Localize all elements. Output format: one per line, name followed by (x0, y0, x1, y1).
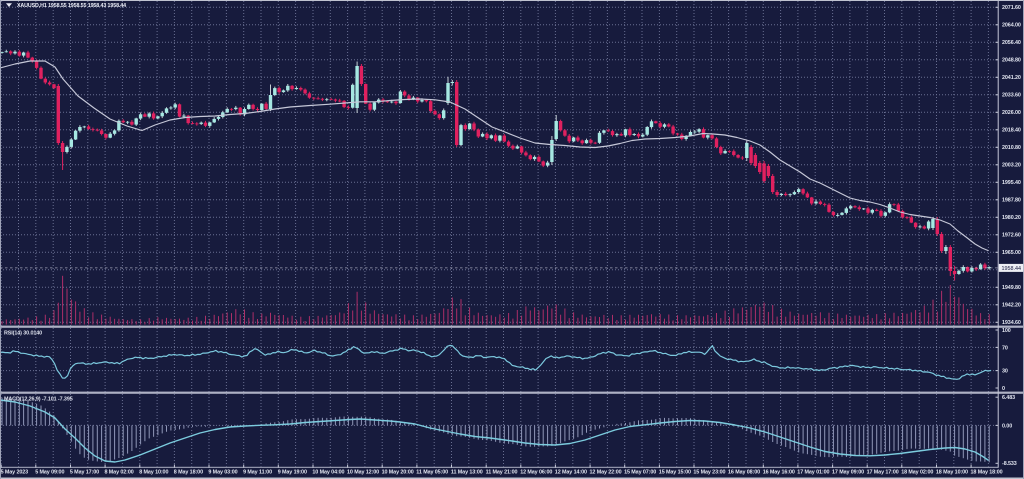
svg-text:16 May 16:00: 16 May 16:00 (763, 470, 795, 476)
svg-text:17 May 09:00: 17 May 09:00 (832, 470, 864, 476)
svg-text:16 May 08:00: 16 May 08:00 (728, 470, 760, 476)
svg-text:8 May 02:00: 8 May 02:00 (105, 470, 134, 476)
svg-text:XAUUSD,H1 1958.55 1958.55 1958: XAUUSD,H1 1958.55 1958.55 1958.43 1958.4… (17, 3, 126, 9)
svg-text:2010.80: 2010.80 (1002, 145, 1021, 151)
svg-text:70: 70 (1002, 345, 1008, 351)
svg-text:17 May 01:00: 17 May 01:00 (797, 470, 829, 476)
svg-text:0.00: 0.00 (1002, 423, 1012, 429)
svg-text:1949.80: 1949.80 (1002, 285, 1021, 291)
svg-text:18 May 02:00: 18 May 02:00 (901, 470, 933, 476)
svg-text:12 May 14:00: 12 May 14:00 (555, 470, 587, 476)
svg-text:10 May 04:00: 10 May 04:00 (312, 470, 344, 476)
svg-text:18 May 10:00: 18 May 10:00 (936, 470, 968, 476)
svg-text:15 May 23:00: 15 May 23:00 (693, 470, 725, 476)
svg-text:30: 30 (1002, 369, 1008, 375)
svg-text:9 May 19:00: 9 May 19:00 (278, 470, 307, 476)
svg-text:10 May 12:00: 10 May 12:00 (347, 470, 379, 476)
svg-text:8 May 10:00: 8 May 10:00 (139, 470, 168, 476)
svg-text:18 May 18:00: 18 May 18:00 (971, 470, 1003, 476)
svg-text:11 May 13:00: 11 May 13:00 (451, 470, 483, 476)
svg-text:6.483: 6.483 (1002, 395, 1015, 401)
svg-text:8 May 18:00: 8 May 18:00 (174, 470, 203, 476)
svg-text:-8.533: -8.533 (1002, 461, 1017, 467)
svg-text:1972.60: 1972.60 (1002, 233, 1021, 239)
svg-text:12 May 06:00: 12 May 06:00 (520, 470, 552, 476)
svg-text:9 May 11:00: 9 May 11:00 (243, 470, 272, 476)
svg-text:1942.20: 1942.20 (1002, 303, 1021, 309)
svg-text:15 May 15:00: 15 May 15:00 (659, 470, 691, 476)
svg-text:5 May 17:00: 5 May 17:00 (70, 470, 99, 476)
svg-text:1995.40: 1995.40 (1002, 180, 1021, 186)
svg-text:1965.00: 1965.00 (1002, 250, 1021, 256)
svg-text:12 May 22:00: 12 May 22:00 (590, 470, 622, 476)
svg-text:2003.20: 2003.20 (1002, 163, 1021, 169)
svg-text:5 May 09:00: 5 May 09:00 (35, 470, 64, 476)
svg-text:1958.44: 1958.44 (1002, 266, 1022, 272)
svg-text:MACD(12,26,9) -7.101 -7.395: MACD(12,26,9) -7.101 -7.395 (4, 397, 73, 403)
svg-text:11 May 21:00: 11 May 21:00 (486, 470, 518, 476)
svg-text:2048.80: 2048.80 (1002, 58, 1021, 64)
svg-text:2056.40: 2056.40 (1002, 40, 1021, 46)
svg-text:1934.60: 1934.60 (1002, 320, 1021, 326)
svg-text:17 May 17:00: 17 May 17:00 (867, 470, 899, 476)
svg-text:1980.20: 1980.20 (1002, 215, 1021, 221)
svg-text:100: 100 (1002, 328, 1011, 334)
svg-text:1987.80: 1987.80 (1002, 198, 1021, 204)
svg-text:11 May 05:00: 11 May 05:00 (416, 470, 448, 476)
svg-text:2041.20: 2041.20 (1002, 75, 1021, 81)
svg-text:RSI(14) 30.0140: RSI(14) 30.0140 (4, 331, 42, 337)
svg-text:2018.40: 2018.40 (1002, 128, 1021, 134)
svg-text:2026.00: 2026.00 (1002, 110, 1021, 116)
svg-text:2071.60: 2071.60 (1002, 5, 1021, 11)
svg-text:2033.60: 2033.60 (1002, 93, 1021, 99)
svg-text:5 May 2023: 5 May 2023 (1, 470, 29, 476)
svg-text:10 May 20:00: 10 May 20:00 (382, 470, 414, 476)
svg-text:15 May 07:00: 15 May 07:00 (624, 470, 656, 476)
svg-text:0: 0 (1002, 386, 1005, 392)
svg-text:2064.00: 2064.00 (1002, 23, 1021, 29)
svg-text:9 May 03:00: 9 May 03:00 (208, 470, 237, 476)
